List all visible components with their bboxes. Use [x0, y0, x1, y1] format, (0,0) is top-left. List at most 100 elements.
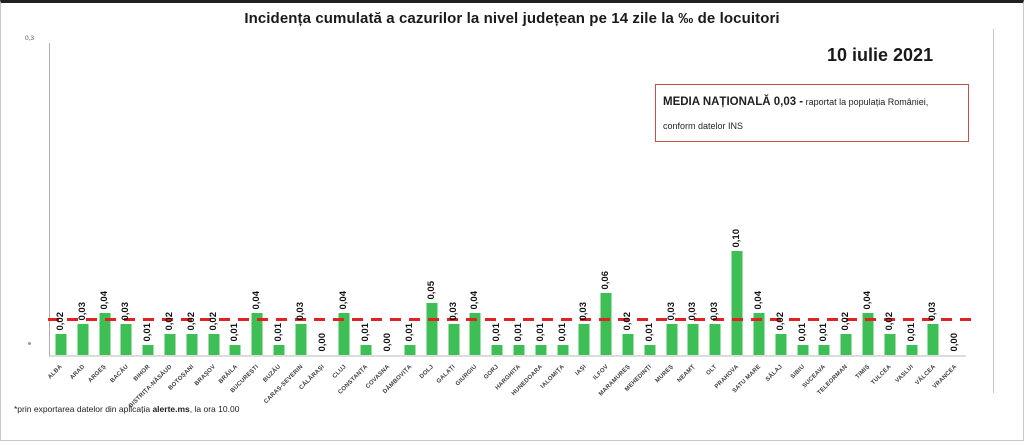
bar-value-label: 0,04	[98, 290, 110, 310]
bar-slot: 0,05	[421, 43, 443, 355]
bar	[186, 334, 198, 355]
x-label-slot: GIURGIU	[455, 359, 485, 405]
x-label-slot: VRANCEA	[932, 359, 965, 405]
bar	[208, 334, 220, 355]
bar-slot: 0,00	[312, 43, 334, 355]
bar	[687, 324, 699, 355]
plot-area: 0,02 0,03 0,04 0,03 0,01 0,02 0,02 0,02 0,01 0,04…	[48, 43, 972, 357]
bar	[535, 345, 547, 355]
bar-slot: 0,00	[377, 43, 399, 355]
x-label-slot: BACĂU	[109, 359, 136, 405]
x-axis-label: IAȘI	[574, 364, 588, 378]
bar	[513, 345, 525, 355]
bar	[99, 313, 111, 355]
bar-value-label: 0,01	[643, 322, 655, 342]
bar-value-label: 0,01	[818, 322, 830, 342]
bar	[77, 324, 89, 355]
x-axis-label: TIMIȘ	[854, 364, 872, 381]
x-label-slot: SATU MARE	[732, 359, 769, 405]
bar	[840, 334, 852, 355]
bar	[229, 345, 241, 355]
bar-value-label: 0,02	[185, 311, 197, 331]
bar-slot: 0,04	[334, 43, 356, 355]
bar-slot: 0,01	[813, 43, 835, 355]
bar	[164, 334, 176, 355]
bar-slot: 0,04	[857, 43, 879, 355]
footnote: *prin exportarea datelor din aplicația a…	[14, 404, 239, 414]
bar-value-label: 0,00	[316, 332, 328, 352]
bar-slot: 0,06	[595, 43, 617, 355]
bar	[731, 251, 743, 355]
bar-value-label: 0,03	[709, 301, 721, 321]
bar	[753, 313, 765, 355]
bar-value-label: 0,02	[840, 311, 852, 331]
bar	[906, 345, 918, 355]
bar-value-label: 0,04	[752, 290, 764, 310]
bar-slot: 0,02	[879, 43, 901, 355]
bar-slot: 0,03	[290, 43, 312, 355]
bar-slot: 0,04	[246, 43, 268, 355]
bar	[884, 334, 896, 355]
bar-slot: 0,02	[617, 43, 639, 355]
bar	[927, 324, 939, 355]
bar-value-label: 0,03	[294, 301, 306, 321]
x-label-slot: DÂMBOVIȚA	[382, 359, 420, 405]
bar-slot: 0,01	[355, 43, 377, 355]
bar-slot: 0,01	[508, 43, 530, 355]
bar-value-label: 0,01	[403, 322, 415, 342]
x-axis-label: BIHOR	[132, 364, 152, 383]
bar-value-label: 0,02	[774, 311, 786, 331]
x-label-slot: ALBA	[47, 359, 71, 405]
x-axis-label: ARAD	[68, 364, 86, 382]
x-axis-label: CLUJ	[331, 364, 348, 380]
bar	[360, 345, 372, 355]
bar-slot: 0,01	[639, 43, 661, 355]
bar-slot: 0,03	[683, 43, 705, 355]
bar-value-label: 0,02	[163, 311, 175, 331]
bar-slot: 0,01	[530, 43, 552, 355]
x-axis-labels: ALBA ARAD ARGEȘ BACĂU BIHOR BISTRIȚA-NĂSĂUD BO…	[47, 359, 965, 409]
bars-container: 0,02 0,03 0,04 0,03 0,01 0,02 0,02 0,02 0,01 0,04…	[50, 43, 966, 355]
x-axis-label: DOLJ	[418, 364, 435, 381]
bar	[448, 324, 460, 355]
bar-slot: 0,01	[792, 43, 814, 355]
bar	[578, 324, 590, 355]
bar	[818, 345, 830, 355]
bar-value-label: 0,01	[512, 322, 524, 342]
bar-value-label: 0,00	[382, 332, 394, 352]
axis-zero-mark	[28, 342, 31, 345]
bar-value-label: 0,02	[622, 311, 634, 331]
x-axis-label: GORJ	[483, 364, 501, 381]
x-label-slot: SĂLAJ	[765, 359, 791, 405]
bar	[426, 303, 438, 355]
bar	[600, 293, 612, 355]
bar-value-label: 0,03	[927, 301, 939, 321]
x-axis-label: ALBA	[47, 364, 65, 381]
x-label-slot: IAȘI	[573, 359, 595, 405]
bar	[862, 313, 874, 355]
bar-value-label: 0,03	[687, 301, 699, 321]
bar-value-label: 0,04	[251, 290, 263, 310]
bar-slot: 0,03	[661, 43, 683, 355]
footnote-suffix: , la ora 10.00	[189, 404, 240, 414]
x-axis-label: OLT	[705, 364, 719, 377]
bar-value-label: 0,05	[425, 280, 437, 300]
bar	[469, 313, 481, 355]
bar-value-label: 0,10	[731, 228, 743, 248]
bar-value-label: 0,06	[600, 270, 612, 290]
bar-value-label: 0,02	[883, 311, 895, 331]
x-label-slot: IALOMIȚA	[540, 359, 573, 405]
footnote-app-name: alerte.ms	[152, 404, 190, 414]
bar-slot: 0,03	[574, 43, 596, 355]
bar	[295, 324, 307, 355]
x-label-slot: CĂLĂRAȘI	[299, 359, 333, 405]
national-average-box: MEDIA NAȚIONALĂ 0,03 - raportat la popul…	[655, 84, 969, 142]
bar	[251, 313, 263, 355]
bar-slot: 0,02	[159, 43, 181, 355]
national-average-label: MEDIA NAȚIONALĂ 0,03 -	[663, 96, 804, 108]
bar-value-label: 0,04	[469, 290, 481, 310]
bar	[491, 345, 503, 355]
report-date: 10 iulie 2021	[827, 45, 934, 65]
bar-slot: 0,01	[268, 43, 290, 355]
bar-slot: 0,01	[399, 43, 421, 355]
